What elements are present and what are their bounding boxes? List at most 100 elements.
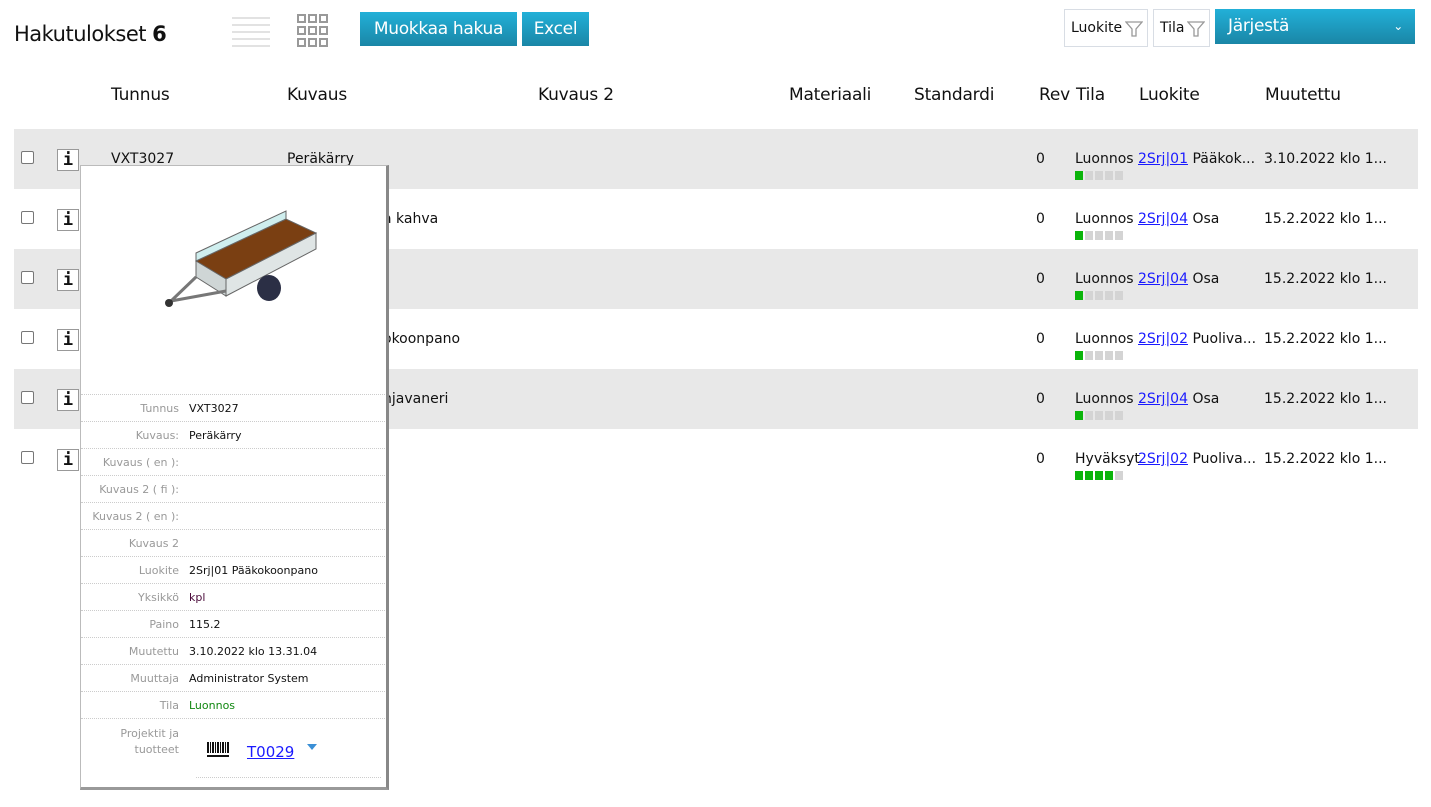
table-row[interactable]: i 0 Hyväksyt 2Srj|02 Puoliva... 15.2.202…	[14, 429, 1418, 489]
luokite-link[interactable]: 2Srj|04	[1138, 391, 1188, 407]
status-progress	[1075, 171, 1123, 180]
col-luokite[interactable]: Luokite	[1139, 85, 1200, 105]
table-row[interactable]: i okoonpano 0 Luonnos 2Srj|02 Puoliva...…	[14, 309, 1418, 369]
col-tila[interactable]: Tila	[1076, 85, 1105, 105]
popup-field: Tunnus VXT3027	[81, 394, 385, 421]
progress-segment	[1105, 171, 1113, 180]
cell-rev: 0	[1036, 391, 1045, 407]
field-label: Tila	[159, 699, 179, 712]
result-count: 6	[152, 22, 167, 46]
filter-icon	[1187, 21, 1205, 37]
row-checkbox[interactable]	[21, 271, 34, 284]
row-checkbox[interactable]	[21, 391, 34, 404]
luokite-link[interactable]: 2Srj|04	[1138, 211, 1188, 227]
cell-rev: 0	[1036, 211, 1045, 227]
cell-muutettu: 15.2.2022 klo 1...	[1264, 331, 1387, 347]
filter-luokite-button[interactable]: Luokite	[1064, 9, 1148, 47]
project-link[interactable]: T0029	[247, 743, 295, 761]
filter-tila-label: Tila	[1160, 20, 1185, 36]
luokite-name: Pääkok...	[1192, 151, 1256, 167]
col-muutettu[interactable]: Muutettu	[1265, 85, 1341, 105]
progress-segment	[1105, 471, 1113, 480]
col-materiaali[interactable]: Materiaali	[789, 85, 872, 105]
info-icon[interactable]: i	[57, 389, 79, 411]
chevron-down-icon: ⌄	[1393, 19, 1403, 33]
popup-field: Tila Luonnos	[81, 691, 385, 718]
popup-field: Kuvaus 2	[81, 529, 385, 556]
row-checkbox[interactable]	[21, 151, 34, 164]
info-icon[interactable]: i	[57, 329, 79, 351]
cell-kuvaus: njavaneri	[383, 391, 449, 407]
title-text: Hakutulokset	[14, 22, 146, 46]
luokite-link[interactable]: 2Srj|02	[1138, 451, 1188, 467]
col-rev[interactable]: Rev	[1039, 85, 1070, 105]
info-icon[interactable]: i	[57, 149, 79, 171]
luokite-link[interactable]: 2Srj|02	[1138, 331, 1188, 347]
progress-segment	[1095, 351, 1103, 360]
field-value: 3.10.2022 klo 13.31.04	[189, 645, 318, 658]
field-value: Administrator System	[189, 672, 309, 685]
progress-segment	[1105, 291, 1113, 300]
cell-muutettu: 15.2.2022 klo 1...	[1264, 211, 1387, 227]
popup-field: Yksikkö kpl	[81, 583, 385, 610]
field-label: Kuvaus 2	[128, 537, 179, 550]
filter-tila-button[interactable]: Tila	[1153, 9, 1210, 47]
barcode-icon	[207, 742, 229, 757]
luokite-name: Osa	[1192, 391, 1220, 407]
grid-view-icon[interactable]	[297, 14, 329, 52]
edit-search-button[interactable]: Muokkaa hakua	[360, 12, 517, 46]
progress-segment	[1095, 171, 1103, 180]
item-info-popup: Tunnus VXT3027 Kuvaus: Peräkärry Kuvaus ( en…	[80, 165, 389, 790]
field-label: Luokite	[138, 564, 179, 577]
dropdown-arrow-icon[interactable]	[307, 744, 317, 750]
luokite-link[interactable]: 2Srj|01	[1138, 151, 1188, 167]
row-checkbox[interactable]	[21, 331, 34, 344]
luokite-link[interactable]: 2Srj|04	[1138, 271, 1188, 287]
projects-label: Projektit ja tuotteet	[120, 727, 179, 756]
cell-tila: Hyväksyt	[1075, 451, 1140, 467]
status-progress	[1075, 351, 1123, 360]
field-label: Tunnus	[140, 402, 179, 415]
cell-tila: Luonnos	[1075, 271, 1134, 287]
luokite-name: Puoliva...	[1192, 331, 1257, 347]
luokite-name: Puoliva...	[1192, 451, 1257, 467]
field-label: Kuvaus 2 ( en ):	[92, 510, 179, 523]
progress-segment	[1105, 411, 1113, 420]
cell-tunnus[interactable]: VXT3027	[111, 151, 175, 167]
info-icon[interactable]: i	[57, 269, 79, 291]
cell-muutettu: 15.2.2022 klo 1...	[1264, 451, 1387, 467]
popup-field: Kuvaus: Peräkärry	[81, 421, 385, 448]
progress-segment	[1085, 411, 1093, 420]
cell-muutettu: 15.2.2022 klo 1...	[1264, 391, 1387, 407]
progress-segment	[1115, 171, 1123, 180]
field-value: 2Srj|01 Pääkokoonpano	[189, 564, 318, 577]
popup-field: Luokite 2Srj|01 Pääkokoonpano	[81, 556, 385, 583]
progress-segment	[1085, 171, 1093, 180]
excel-button[interactable]: Excel	[522, 12, 589, 46]
row-checkbox[interactable]	[21, 211, 34, 224]
table-row[interactable]: i a kahva 0 Luonnos 2Srj|04 Osa 15.2.202…	[14, 189, 1418, 249]
field-value: Luonnos	[189, 699, 236, 712]
status-progress	[1075, 291, 1123, 300]
field-label: Muuttaja	[130, 672, 179, 685]
col-kuvaus[interactable]: Kuvaus	[287, 85, 347, 105]
col-tunnus[interactable]: Tunnus	[111, 85, 170, 105]
list-view-icon[interactable]	[232, 16, 270, 52]
progress-segment	[1075, 351, 1083, 360]
progress-segment	[1085, 471, 1093, 480]
col-standardi[interactable]: Standardi	[914, 85, 995, 105]
info-icon[interactable]: i	[57, 449, 79, 471]
field-label: Kuvaus ( en ):	[102, 456, 179, 469]
info-icon[interactable]: i	[57, 209, 79, 231]
progress-segment	[1075, 411, 1083, 420]
progress-segment	[1095, 471, 1103, 480]
col-kuvaus2[interactable]: Kuvaus 2	[538, 85, 614, 105]
row-checkbox[interactable]	[21, 451, 34, 464]
progress-segment	[1095, 231, 1103, 240]
progress-segment	[1105, 231, 1113, 240]
field-label: Kuvaus 2 ( fi ):	[99, 483, 179, 496]
divider	[196, 777, 381, 778]
popup-field: Muutettu 3.10.2022 klo 13.31.04	[81, 637, 385, 664]
filter-icon	[1125, 21, 1143, 37]
sort-select[interactable]: Järjestä ⌄	[1215, 9, 1415, 44]
